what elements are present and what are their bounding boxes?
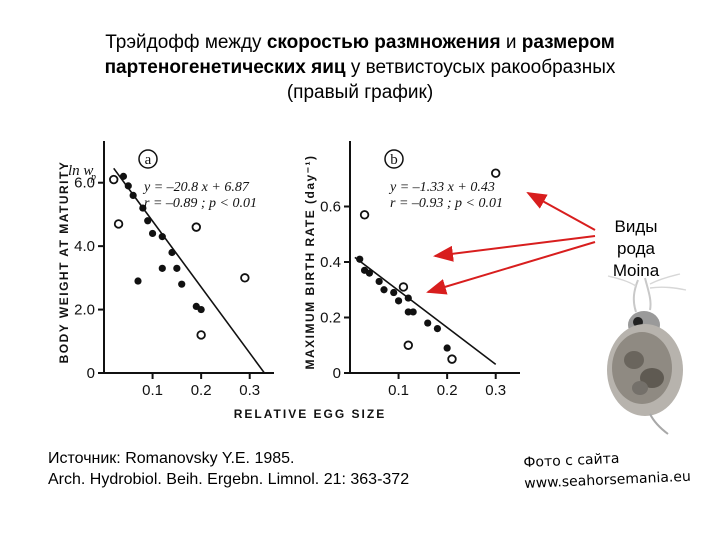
data-point-filled — [375, 277, 383, 286]
data-point-filled — [404, 294, 412, 302]
y-tick-label: 2.0 — [74, 302, 95, 319]
source-citation: Источник: Romanovsky Y.E. 1985. Arch. Hy… — [48, 448, 409, 490]
y-tick-label: 0 — [333, 365, 341, 382]
title-line-3: (правый график) — [286, 82, 434, 103]
data-point-filled — [443, 344, 451, 352]
data-point-open — [359, 210, 370, 220]
data-point-filled — [178, 280, 186, 288]
moina-label-line-1: Виды рода — [614, 217, 658, 258]
photo-credit: Фото с сайта www.seahorsemania.eu — [523, 446, 691, 495]
data-point-open — [403, 340, 413, 350]
data-point-filled — [124, 182, 132, 190]
x-tick-label: 0.1 — [388, 382, 409, 399]
moina-photo — [607, 273, 687, 435]
x-tick-label: 0.1 — [142, 382, 163, 399]
regression-equation: y = –20.8 x + 6.87 — [142, 180, 250, 195]
moina-photo-image — [607, 273, 687, 435]
data-point-filled — [173, 264, 181, 272]
y-tick-label: 0.4 — [320, 254, 341, 271]
data-point-filled — [394, 297, 403, 305]
data-point-filled — [356, 255, 364, 263]
source-line-2: Arch. Hydrobiol. Beih. Ergebn. Limnol. 2… — [48, 471, 410, 488]
x-tick-label: 0.2 — [191, 382, 212, 399]
y-axis-label: BODY WEIGHT AT MATURITY — [57, 161, 71, 364]
data-point-filled — [139, 204, 147, 212]
data-point-filled — [129, 191, 137, 199]
moina-label: Виды рода Moina — [596, 216, 676, 282]
title-text: и — [500, 32, 522, 53]
data-point-open — [240, 273, 250, 283]
moina-label-line-2: Moina — [612, 261, 660, 280]
data-point-filled — [390, 288, 398, 297]
data-point-open — [109, 174, 119, 185]
data-point-open — [191, 222, 201, 232]
y-tick-label: 0.2 — [320, 310, 341, 327]
regression-line — [354, 256, 497, 366]
data-point-filled — [197, 305, 205, 314]
data-point-filled — [409, 308, 417, 316]
data-point-filled — [158, 233, 166, 241]
source-line-1: Источник: Romanovsky Y.E. 1985. — [48, 450, 295, 467]
data-point-filled — [134, 277, 142, 285]
data-point-open — [398, 282, 409, 292]
title-emphasis: размером — [521, 32, 615, 53]
data-point-filled — [424, 319, 432, 327]
data-point-filled — [433, 325, 442, 333]
scanned-figure: 0.1 0.2 0.3 0 2.0 4.0 6.0 BODY WEIGHT AT MATURI… — [20, 125, 530, 425]
data-point-open — [196, 330, 206, 340]
title-emphasis: партеногенетических яиц — [104, 57, 346, 78]
panel-letter: b — [390, 152, 398, 168]
y-axis-symbol: ln w — [68, 163, 93, 179]
y-axis-symbol-subscript: p — [90, 172, 96, 183]
x-tick-label: 0.2 — [437, 382, 458, 399]
page-title: Трэйдофф между скоростью размножения и р… — [20, 30, 700, 105]
panel-letter: a — [145, 152, 152, 168]
title-line-1: Трэйдофф между скоростью размножения и р… — [20, 30, 700, 55]
data-point-open — [491, 168, 501, 178]
y-tick-label: 6.0 — [74, 175, 95, 192]
title-emphasis: скоростью размножения — [266, 32, 501, 53]
y-tick-label: 0 — [87, 365, 95, 382]
arrow-to-top-point — [526, 192, 596, 231]
title-text: у ветвистоусых ракообразных — [345, 57, 616, 78]
panel-letter-circle — [384, 149, 404, 169]
regression-stats: r = –0.93 ; p < 0.01 — [390, 196, 503, 211]
data-point-filled — [168, 248, 176, 257]
data-point-filled — [158, 264, 166, 272]
panel-letter-circle — [138, 149, 158, 169]
regression-equation: y = –1.33 x + 0.43 — [388, 180, 495, 195]
x-axis-label: RELATIVE EGG SIZE — [234, 407, 386, 421]
x-tick-label: 0.3 — [239, 382, 260, 399]
y-axis-label: MAXIMUM BIRTH RATE (day⁻¹) — [303, 154, 317, 369]
data-point-filled — [144, 217, 152, 225]
data-point-open — [113, 219, 124, 229]
regression-line — [113, 167, 265, 374]
y-tick-label: 0.6 — [320, 199, 341, 216]
data-point-filled — [380, 286, 388, 294]
y-tick-label: 4.0 — [74, 238, 95, 255]
x-tick-label: 0.3 — [485, 382, 506, 399]
regression-stats: r = –0.89 ; p < 0.01 — [144, 196, 257, 211]
data-point-filled — [148, 229, 157, 238]
data-point-filled — [365, 269, 374, 277]
title-line-2: партеногенетических яиц у ветвистоусых р… — [20, 55, 700, 80]
data-point-open — [447, 354, 457, 364]
title-text: Трэйдофф между — [105, 32, 267, 53]
data-point-filled — [119, 172, 128, 180]
